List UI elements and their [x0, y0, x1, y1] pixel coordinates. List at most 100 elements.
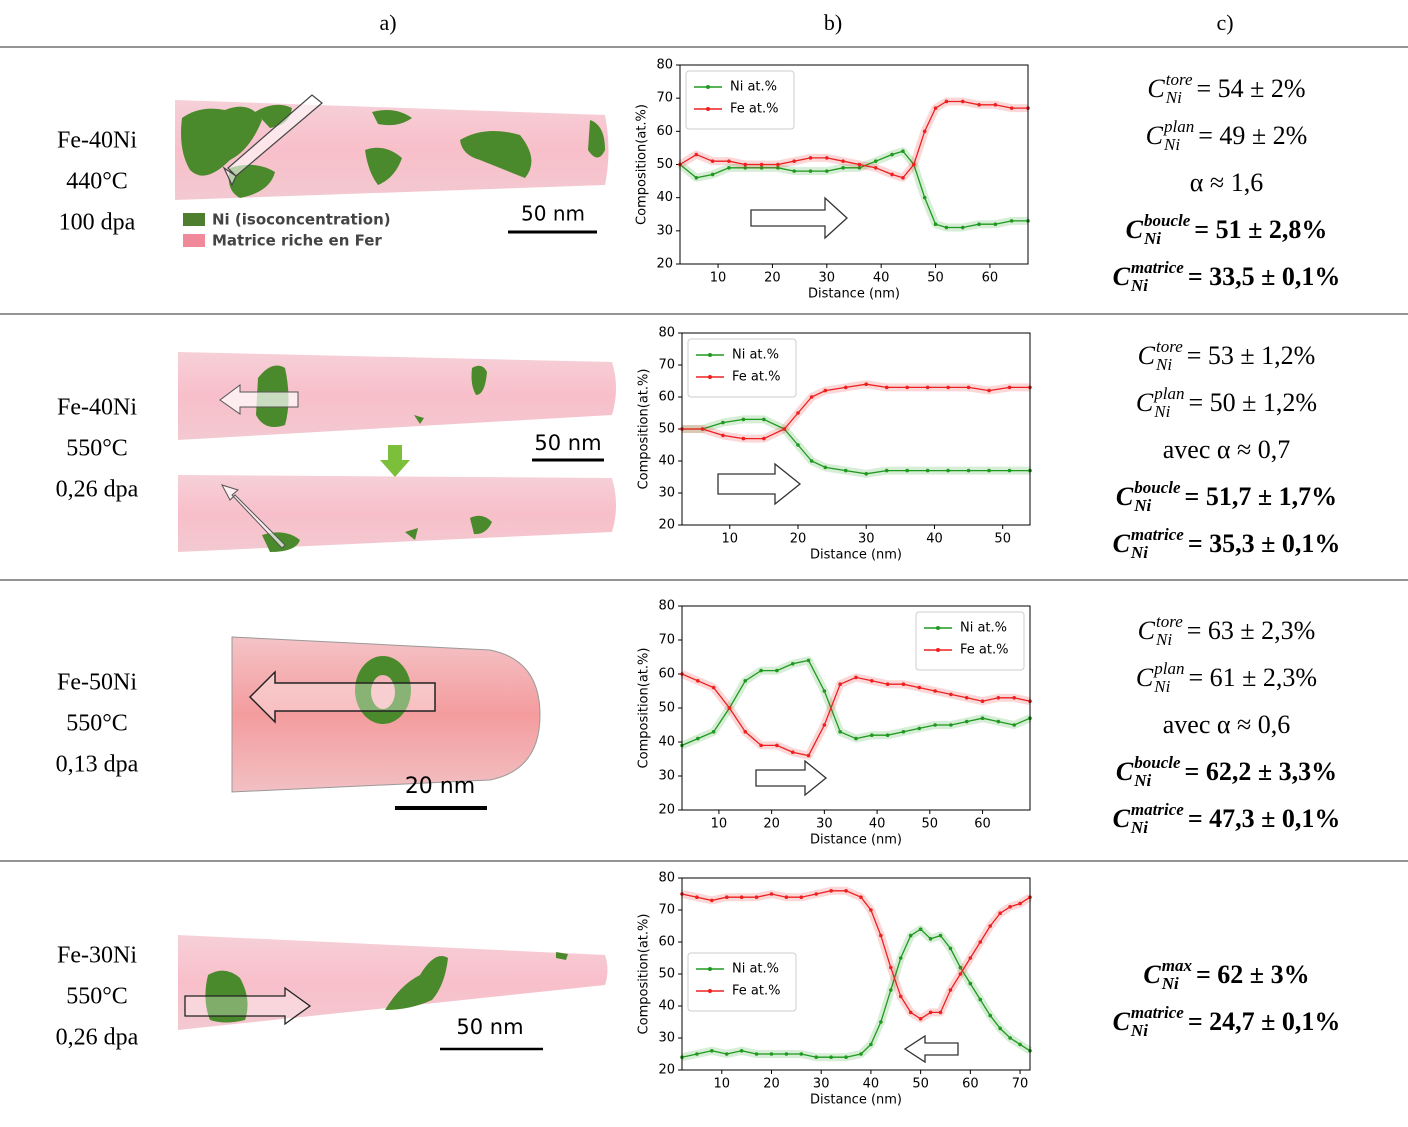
- legend-marker: [708, 989, 712, 993]
- formula: α ≈ 1,6: [1190, 160, 1263, 207]
- data-point: [917, 685, 922, 690]
- formula-base: C: [1112, 804, 1130, 833]
- legend-marker: [706, 107, 710, 111]
- data-point: [901, 175, 905, 180]
- formula-sub: Ni: [1134, 771, 1152, 790]
- data-point: [993, 103, 998, 107]
- data-point: [918, 1017, 923, 1021]
- y-axis-label: Composition(at.%): [637, 648, 652, 769]
- formula-sup: plan: [1164, 117, 1195, 137]
- formula-indices: max Ni: [1162, 956, 1192, 993]
- formula-base: C: [1137, 341, 1155, 370]
- data-point: [949, 692, 953, 697]
- data-point: [905, 468, 909, 473]
- data-point: [870, 679, 874, 683]
- data-point: [879, 1020, 883, 1024]
- y-tick-label: 30: [656, 223, 673, 238]
- data-point: [776, 166, 780, 170]
- formula-sup: plan: [1154, 659, 1185, 679]
- data-point: [739, 895, 744, 899]
- data-point: [946, 468, 950, 473]
- row-label: 0,26 dpa: [56, 477, 139, 503]
- x-tick-label: 60: [974, 817, 991, 832]
- scale-bar-label: 50 nm: [521, 202, 585, 226]
- data-point: [1012, 696, 1016, 700]
- formula-indices: boucle Ni: [1134, 479, 1180, 515]
- data-point: [769, 892, 774, 896]
- data-point: [841, 166, 845, 170]
- formula: avec α ≈ 0,7: [1163, 427, 1291, 474]
- data-point: [938, 1010, 943, 1015]
- data-point: [1007, 468, 1012, 473]
- row-label: 550°C: [66, 711, 128, 737]
- data-point: [695, 1052, 699, 1056]
- formula-rhs: = 62 ± 3%: [1195, 959, 1310, 989]
- data-point: [980, 716, 985, 720]
- data-point: [700, 427, 705, 431]
- data-point: [912, 162, 916, 167]
- data-point: [946, 385, 950, 390]
- legend-label: Ni at.%: [732, 962, 779, 977]
- x-tick-label: 30: [858, 532, 875, 547]
- data-point: [727, 159, 731, 163]
- data-point: [1008, 905, 1012, 909]
- data-point: [814, 1055, 819, 1059]
- data-point: [809, 395, 814, 399]
- y-tick-label: 40: [658, 999, 675, 1014]
- data-point: [727, 166, 731, 170]
- chart: 20 30 40 50 60 70 80 10 20 30 40 50 60 Distance (nm) C…: [637, 599, 1032, 848]
- data-point: [857, 162, 862, 167]
- data-point: [784, 895, 789, 899]
- data-point: [885, 682, 890, 686]
- apt-image: [178, 352, 616, 552]
- data-point: [996, 719, 1001, 724]
- formula-sup: boucle: [1134, 478, 1181, 498]
- data-point: [889, 965, 893, 970]
- column-header: c): [1216, 10, 1233, 35]
- formula-rhs: = 49 ± 2%: [1198, 121, 1308, 150]
- formula-indices: tore Ni: [1166, 71, 1193, 107]
- data-point: [743, 679, 748, 683]
- formula-rhs: = 35,3 ± 0,1%: [1187, 529, 1341, 558]
- row-label: 0,13 dpa: [56, 752, 139, 778]
- y-tick-label: 70: [658, 633, 675, 648]
- row-label: Fe-40Ni: [57, 128, 137, 154]
- x-tick-label: 60: [982, 271, 999, 286]
- row-label: Fe-40Ni: [57, 395, 137, 421]
- apt-image: [231, 636, 541, 810]
- formula-indices: matrice Ni: [1130, 1003, 1184, 1040]
- data-point: [964, 696, 969, 700]
- formula-text: avec α ≈ 0,7: [1162, 435, 1291, 464]
- data-point: [710, 172, 715, 177]
- x-axis-label: Distance (nm): [810, 548, 902, 563]
- apt-image: [175, 94, 609, 247]
- y-tick-label: 40: [658, 735, 675, 750]
- data-point: [960, 99, 965, 104]
- data-point: [938, 933, 943, 938]
- legend-label: Fe at.%: [732, 370, 780, 385]
- data-point: [759, 668, 763, 673]
- data-point: [822, 723, 827, 727]
- column-header: a): [379, 10, 396, 35]
- data-point: [908, 1010, 913, 1015]
- formula-base: C: [1135, 663, 1154, 692]
- column-header: b): [824, 10, 842, 35]
- formula-sub: Ni: [1130, 1020, 1148, 1040]
- row-label: 550°C: [66, 984, 128, 1010]
- data-point: [711, 730, 716, 734]
- formula-sup: matrice: [1130, 800, 1184, 820]
- formula-base: C: [1125, 215, 1143, 244]
- x-tick-label: 50: [922, 817, 939, 832]
- legend-box: [687, 952, 797, 1012]
- formula-sup: boucle: [1143, 211, 1191, 231]
- data-point: [966, 385, 971, 390]
- data-point: [838, 730, 842, 734]
- formula-rhs: = 62,2 ± 3,3%: [1184, 757, 1338, 786]
- y-tick-label: 70: [658, 358, 675, 373]
- legend-marker: [706, 85, 710, 89]
- formula-indices: tore Ni: [1156, 613, 1183, 649]
- data-point: [980, 699, 985, 703]
